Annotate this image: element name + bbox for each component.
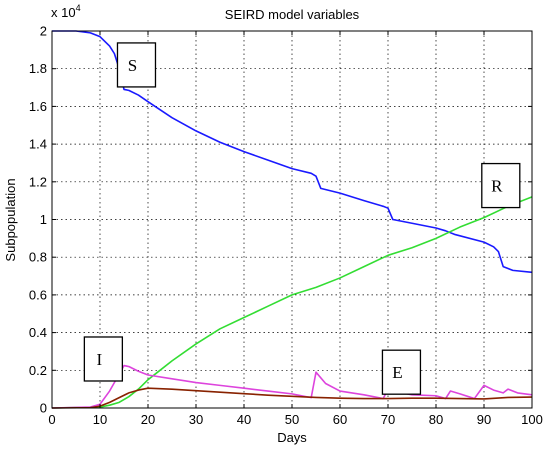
y-tick-label: 1.4 (29, 137, 47, 152)
label-box-frame (381, 349, 422, 395)
series-line-r (51, 196, 533, 409)
label-box-s: S (116, 42, 157, 88)
x-tick-label: 20 (141, 412, 155, 427)
annotations: S R I E (83, 42, 521, 395)
y-tick-label: 1.8 (29, 61, 47, 76)
x-tick-label: 50 (285, 412, 299, 427)
label-box-i: I (83, 336, 124, 382)
x-tick-label: 80 (429, 412, 443, 427)
axis-ticks: 0 10 20 30 40 50 60 70 80 90 100 0 0.2 0.4 0.6 0.8 1 1.2 1… (29, 24, 543, 428)
label-box-frame (481, 162, 521, 209)
x-tick-label: 70 (381, 412, 395, 427)
y-tick-label: 1.6 (29, 99, 47, 114)
label-box-text: S (128, 56, 137, 75)
y-tick-label: 0.2 (29, 363, 47, 378)
y-tick-label: 0.4 (29, 325, 47, 340)
label-box-frame (116, 42, 157, 88)
x-tick-label: 0 (48, 412, 55, 427)
y-multiplier: x 104 (51, 3, 81, 20)
label-box-frame (83, 336, 124, 382)
x-tick-label: 100 (521, 412, 543, 427)
y-tick-label: 1 (40, 212, 47, 227)
y-axis-title: Subpopulation (3, 178, 18, 261)
series-line-i (51, 364, 533, 409)
x-tick-label: 40 (237, 412, 251, 427)
x-tick-label: 60 (333, 412, 347, 427)
series-line-e (51, 387, 533, 409)
label-box-e: E (381, 349, 422, 395)
y-multiplier-exponent: 4 (76, 3, 81, 13)
label-box-text: I (97, 350, 103, 369)
label-box-text: R (491, 177, 503, 196)
y-tick-label: 0.8 (29, 250, 47, 265)
label-box-text: E (392, 363, 402, 382)
x-tick-label: 10 (93, 412, 107, 427)
x-tick-label: 30 (189, 412, 203, 427)
chart-title: SEIRD model variables (225, 7, 360, 22)
y-multiplier-base: x 10 (51, 5, 76, 20)
y-tick-label: 0 (40, 401, 47, 416)
y-tick-label: 0.6 (29, 287, 47, 302)
x-tick-label: 90 (477, 412, 491, 427)
y-tick-label: 2 (40, 24, 47, 39)
label-box-r: R (481, 162, 521, 209)
x-axis-title: Days (277, 430, 307, 445)
y-tick-label: 1.2 (29, 174, 47, 189)
